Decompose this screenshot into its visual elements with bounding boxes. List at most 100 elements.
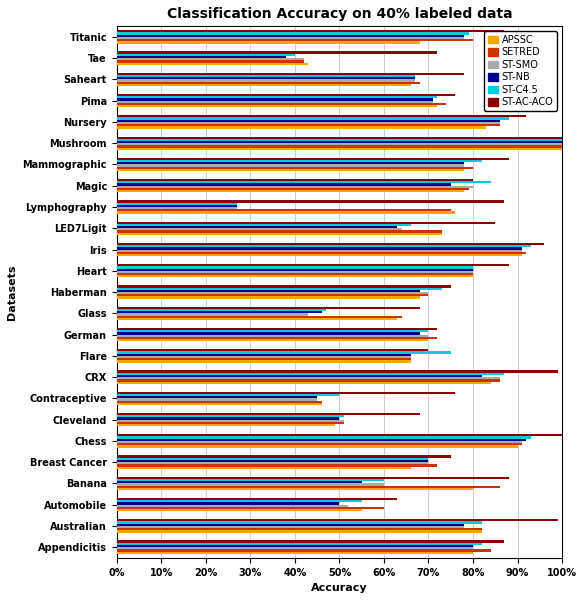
Bar (117, 418, 339, 419)
Bar (117, 207, 237, 209)
Bar (117, 243, 544, 245)
Bar (117, 186, 473, 188)
Bar (117, 379, 500, 382)
Bar (117, 542, 482, 545)
Bar (117, 460, 429, 462)
Bar (117, 419, 344, 422)
Bar (117, 316, 402, 318)
Bar (117, 392, 455, 394)
Bar (117, 377, 500, 379)
Bar (117, 203, 237, 205)
Bar (117, 509, 361, 511)
Bar (117, 52, 437, 54)
Bar (117, 122, 500, 124)
Bar (117, 188, 468, 190)
Bar (117, 526, 464, 528)
Bar (117, 205, 237, 207)
Bar (117, 441, 522, 443)
Bar (117, 439, 526, 441)
Bar (117, 145, 562, 148)
Bar (117, 488, 473, 490)
Bar (117, 415, 344, 418)
Legend: APSSC, SETRED, ST-SMO, ST-NB, ST-C4.5, ST-AC-ACO: APSSC, SETRED, ST-SMO, ST-NB, ST-C4.5, S… (484, 31, 557, 111)
Bar (117, 505, 348, 507)
Bar (117, 337, 437, 339)
Bar (117, 485, 500, 488)
Bar (117, 353, 411, 356)
X-axis label: Accuracy: Accuracy (311, 583, 368, 593)
Bar (117, 58, 304, 61)
Bar (117, 184, 451, 186)
Bar (117, 476, 509, 479)
Bar (117, 124, 500, 127)
Bar (117, 226, 397, 228)
Bar (117, 96, 437, 98)
Bar (117, 356, 411, 358)
Bar (117, 318, 397, 320)
Bar (117, 403, 322, 405)
Bar (117, 115, 526, 118)
Bar (117, 245, 531, 247)
Bar (117, 309, 326, 311)
Bar (117, 181, 491, 184)
Bar (117, 103, 446, 105)
Bar (117, 524, 464, 526)
Bar (117, 375, 482, 377)
Bar (117, 266, 473, 269)
Bar (117, 401, 322, 403)
Bar (117, 139, 562, 141)
Bar (117, 233, 442, 235)
Bar (117, 413, 419, 415)
Bar (117, 339, 429, 341)
Bar (117, 398, 317, 401)
Bar (117, 164, 464, 167)
Bar (117, 484, 384, 485)
Bar (117, 39, 473, 41)
Bar (117, 35, 464, 37)
Bar (117, 335, 429, 337)
Bar (117, 352, 451, 353)
Bar (117, 434, 562, 436)
Bar (117, 424, 335, 426)
Bar (117, 221, 495, 224)
Bar (117, 541, 504, 542)
Bar (117, 84, 411, 86)
Bar (117, 269, 473, 271)
Bar (117, 73, 464, 75)
Bar (117, 200, 504, 203)
Bar (117, 158, 509, 160)
Bar (117, 37, 464, 39)
Bar (117, 254, 522, 256)
Bar (117, 358, 411, 360)
Bar (117, 370, 558, 373)
Bar (117, 160, 482, 162)
Bar (117, 332, 419, 335)
Bar (117, 462, 429, 464)
Bar (117, 530, 482, 533)
Bar (117, 162, 464, 164)
Bar (117, 169, 464, 171)
Bar (117, 271, 473, 273)
Bar (117, 148, 562, 150)
Bar (117, 105, 437, 107)
Bar (117, 498, 397, 500)
Bar (117, 422, 344, 424)
Bar (117, 224, 411, 226)
Bar (117, 521, 482, 524)
Bar (117, 247, 522, 250)
Bar (117, 264, 509, 266)
Bar (117, 179, 473, 181)
Bar (117, 349, 429, 352)
Bar (117, 61, 304, 62)
Bar (117, 481, 361, 484)
Bar (117, 550, 491, 551)
Bar (117, 32, 468, 35)
Bar (117, 230, 442, 233)
Bar (117, 75, 415, 77)
Bar (117, 127, 486, 128)
Bar (117, 445, 517, 448)
Bar (117, 528, 482, 530)
Bar (117, 519, 558, 521)
Bar (117, 228, 402, 230)
Bar (117, 79, 415, 82)
